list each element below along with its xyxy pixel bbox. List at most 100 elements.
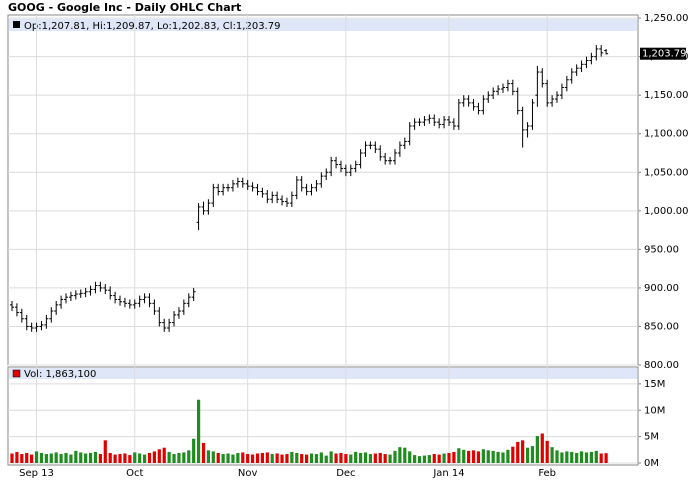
volume-bar: [413, 455, 417, 463]
volume-bar: [206, 450, 210, 463]
volume-bar: [275, 453, 279, 463]
volume-bar: [403, 447, 407, 463]
volume-bar: [15, 451, 19, 463]
y2-tick-label: 10M: [644, 405, 665, 416]
volume-bar: [260, 452, 265, 463]
y2-tick-label: 0M: [644, 458, 659, 469]
volume-bar: [167, 451, 171, 463]
volume-bar: [98, 454, 102, 463]
volume-bar: [231, 454, 235, 463]
volume-bar: [579, 451, 584, 463]
volume-bar: [535, 436, 539, 463]
x-tick-label: Feb: [538, 468, 556, 479]
volume-bar: [545, 440, 549, 463]
volume-bar: [69, 454, 73, 463]
y-tick-label: 1,100.00: [644, 129, 688, 140]
volume-bar: [447, 452, 451, 463]
volume-bar: [226, 453, 230, 463]
volume-bar: [521, 440, 525, 463]
last-price-label: 1,203.79: [642, 49, 687, 60]
volume-bar: [589, 451, 593, 463]
volume-bar: [442, 453, 446, 463]
volume-bar: [471, 450, 476, 463]
volume-bar: [511, 446, 515, 463]
y-tick-label: 900.00: [644, 283, 679, 294]
volume-bar: [378, 452, 382, 463]
x-tick-label: Nov: [238, 468, 258, 479]
volume-bar: [93, 451, 98, 463]
volume-bar: [516, 441, 520, 463]
x-tick-label: Jan 14: [432, 468, 464, 479]
volume-bar: [550, 447, 554, 463]
volume-bar: [162, 447, 166, 463]
volume-bar: [177, 452, 181, 463]
volume-bar: [555, 450, 559, 463]
volume-bar: [128, 455, 132, 463]
volume-bar: [280, 454, 284, 463]
last-price-tag: [640, 47, 686, 60]
volume-bar: [496, 451, 500, 463]
volume-bar: [476, 451, 481, 463]
volume-bar: [452, 451, 456, 463]
volume-bar: [354, 451, 358, 463]
volume-bar: [565, 451, 569, 463]
volume-bar: [575, 452, 579, 463]
volume-bar: [457, 448, 461, 463]
volume-bar: [138, 453, 142, 463]
volume-bar: [255, 453, 260, 463]
volume-bar: [182, 452, 186, 463]
volume-label: Vol: 1,863,100: [24, 369, 96, 380]
volume-bar: [270, 454, 274, 463]
volume-header: [9, 368, 637, 379]
volume-bar: [309, 453, 314, 463]
y2-tick-label: 15M: [644, 379, 665, 390]
y-tick-label: 1,050.00: [644, 167, 688, 178]
volume-bar: [49, 453, 53, 463]
volume-bar: [339, 452, 343, 463]
y-tick-label: 1,000.00: [644, 206, 688, 217]
volume-bar: [363, 452, 368, 463]
volume-bar: [427, 455, 431, 463]
volume-bar: [196, 399, 201, 463]
y-tick-label: 850.00: [644, 321, 679, 332]
volume-bar: [250, 454, 255, 463]
volume-bar: [300, 454, 304, 463]
volume-bar: [133, 452, 137, 463]
volume-bar: [604, 453, 608, 463]
volume-bar: [599, 453, 603, 463]
volume-bar: [570, 451, 574, 463]
volume-bar: [525, 447, 530, 463]
volume-bar: [221, 454, 225, 463]
price-header: [9, 19, 637, 31]
volume-bar: [25, 452, 29, 463]
volume-bar: [236, 452, 240, 463]
volume-bar: [462, 449, 466, 463]
volume-bar: [359, 452, 363, 463]
y-tick-label: 1,250.00: [644, 13, 688, 24]
volume-bar: [388, 454, 392, 463]
volume-bar: [491, 450, 495, 463]
volume-bar: [295, 452, 299, 463]
volume-bar: [265, 452, 269, 463]
volume-bar: [437, 454, 441, 463]
volume-bar: [398, 447, 402, 463]
y-tick-label: 1,150.00: [644, 90, 688, 101]
volume-bar: [373, 453, 377, 463]
volume-bar: [211, 451, 215, 463]
x-tick-label: Oct: [126, 468, 143, 479]
volume-bar: [64, 452, 68, 463]
volume-bar: [584, 452, 589, 463]
volume-bar: [54, 452, 58, 463]
volume-bar: [241, 452, 245, 463]
price-icon: [13, 21, 20, 28]
volume-bar: [506, 449, 510, 463]
volume-bar: [34, 451, 39, 463]
volume-bar: [560, 452, 564, 463]
volume-bar: [113, 454, 117, 463]
volume-bar: [142, 454, 147, 463]
volume-bar: [501, 452, 505, 463]
volume-icon: [12, 369, 21, 378]
volume-bar: [383, 454, 387, 463]
volume-bar: [30, 454, 34, 463]
volume-bar: [285, 454, 289, 463]
